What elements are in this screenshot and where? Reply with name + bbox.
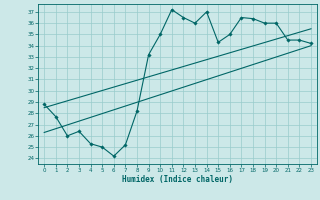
X-axis label: Humidex (Indice chaleur): Humidex (Indice chaleur) bbox=[122, 175, 233, 184]
